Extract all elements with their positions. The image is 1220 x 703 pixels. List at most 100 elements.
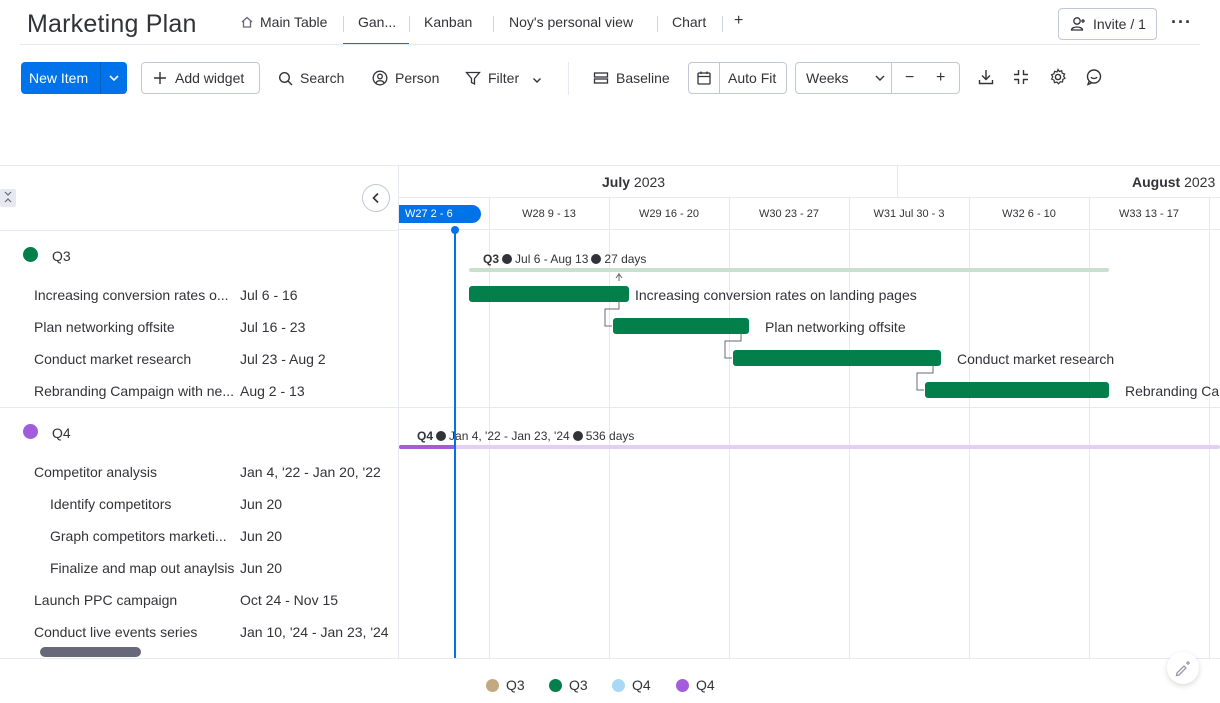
auto-fit-label: Auto Fit bbox=[728, 70, 777, 86]
group-color-dot[interactable] bbox=[23, 424, 38, 439]
gantt-item-list bbox=[0, 165, 398, 658]
week-gridline bbox=[1089, 198, 1090, 658]
filter-icon bbox=[465, 70, 488, 86]
tab-divider bbox=[657, 16, 658, 32]
auto-fit-button[interactable]: Auto Fit bbox=[688, 62, 787, 94]
week-gridline bbox=[729, 198, 730, 658]
zoom-controls: Weeks − + bbox=[795, 62, 960, 94]
week-label: W29 16 - 20 bbox=[639, 208, 699, 220]
chat-bubble-icon bbox=[1085, 69, 1110, 86]
zoom-in-button[interactable]: + bbox=[936, 69, 946, 86]
tab-label: + bbox=[734, 12, 744, 29]
week-gridline bbox=[969, 198, 970, 658]
search-button[interactable]: Search bbox=[278, 62, 344, 94]
gear-icon bbox=[1049, 68, 1074, 86]
tab-divider bbox=[722, 16, 723, 32]
collapse-all-button[interactable] bbox=[0, 189, 16, 207]
week-gridline bbox=[1209, 198, 1210, 658]
legend-item: Q3 bbox=[486, 677, 525, 693]
baseline-button[interactable]: Baseline bbox=[593, 62, 670, 94]
download-icon bbox=[977, 70, 1002, 86]
gantt-bar-label: Increasing conversion rates on landing p… bbox=[635, 287, 917, 303]
tab-personal-view[interactable]: Noy's personal view bbox=[509, 14, 633, 45]
month-divider bbox=[897, 165, 898, 198]
group-title-q4[interactable]: Q4 bbox=[52, 425, 71, 441]
new-item-button[interactable]: New Item bbox=[21, 62, 127, 94]
tab-chart[interactable]: Chart bbox=[672, 14, 706, 45]
footer-divider bbox=[0, 658, 1220, 659]
item-dates: Jul 23 - Aug 2 bbox=[240, 351, 326, 367]
baseline-label: Baseline bbox=[616, 70, 670, 86]
legend-color-dot bbox=[486, 679, 499, 692]
more-options-button[interactable]: ··· bbox=[1171, 12, 1192, 32]
add-person-icon bbox=[1069, 16, 1093, 32]
baseline-icon bbox=[593, 70, 616, 86]
collapse-panel-button[interactable] bbox=[362, 184, 390, 212]
chevron-down-icon bbox=[874, 63, 893, 100]
tab-label: Main Table bbox=[260, 14, 328, 30]
feedback-button[interactable] bbox=[1085, 62, 1110, 94]
group-color-dot[interactable] bbox=[23, 247, 38, 262]
month-header bbox=[399, 165, 1220, 198]
gantt-bar[interactable] bbox=[733, 350, 941, 366]
person-icon bbox=[372, 70, 395, 86]
legend-item: Q4 bbox=[676, 677, 715, 693]
header-divider bbox=[20, 44, 1200, 45]
new-item-label: New Item bbox=[29, 70, 89, 86]
group-span-q4 bbox=[399, 445, 1220, 449]
pane-divider[interactable] bbox=[398, 165, 399, 658]
ai-assistant-button[interactable] bbox=[1167, 652, 1199, 684]
header-divider bbox=[0, 230, 398, 231]
export-button[interactable] bbox=[977, 62, 1002, 94]
current-week-marker: W27 2 - 6 bbox=[399, 205, 481, 223]
home-icon bbox=[240, 15, 254, 32]
today-marker bbox=[451, 226, 459, 234]
zoom-out-button[interactable]: − bbox=[905, 69, 915, 86]
week-gridline bbox=[609, 198, 610, 658]
chevron-down-icon bbox=[531, 70, 550, 86]
chevron-down-icon[interactable] bbox=[107, 62, 121, 105]
gantt-bar[interactable] bbox=[925, 382, 1109, 398]
month-label-august: August 2023 bbox=[1132, 174, 1216, 190]
gantt-bar-label: Plan networking offsite bbox=[765, 319, 906, 335]
plus-icon bbox=[152, 70, 175, 86]
item-dates: Jun 20 bbox=[240, 496, 283, 512]
board-title[interactable]: Marketing Plan bbox=[27, 10, 197, 38]
tab-divider bbox=[409, 16, 410, 32]
tab-kanban[interactable]: Kanban bbox=[424, 14, 472, 45]
tab-label: Gan... bbox=[358, 14, 397, 30]
item-dates: Jun 20 bbox=[240, 528, 283, 544]
week-label: W30 23 - 27 bbox=[759, 208, 819, 220]
calendar-icon bbox=[689, 63, 720, 93]
horizontal-scrollbar[interactable] bbox=[40, 647, 141, 657]
filter-label: Filter bbox=[488, 70, 520, 86]
group-divider bbox=[0, 407, 1220, 408]
legend-color-dot bbox=[612, 679, 625, 692]
group-title-q3[interactable]: Q3 bbox=[52, 248, 71, 264]
tab-label: Kanban bbox=[424, 14, 473, 30]
item-dates: Jul 16 - 23 bbox=[240, 319, 306, 335]
filter-button[interactable]: Filter bbox=[465, 62, 550, 94]
person-filter-button[interactable]: Person bbox=[372, 62, 439, 94]
invite-button[interactable]: Invite / 1 bbox=[1058, 8, 1157, 40]
legend-color-dot bbox=[549, 679, 562, 692]
week-label: W32 6 - 10 bbox=[1002, 208, 1056, 220]
add-widget-button[interactable]: Add widget bbox=[141, 62, 260, 94]
settings-button[interactable] bbox=[1049, 62, 1074, 94]
legend-item: Q4 bbox=[612, 677, 651, 693]
add-view-button[interactable]: + bbox=[734, 12, 743, 43]
group-summary-q4: Q4 Jan 4, '22 - Jan 23, '24 536 days bbox=[417, 429, 635, 443]
zoom-select[interactable]: Weeks bbox=[806, 63, 892, 93]
gantt-bar-label: Conduct market research bbox=[957, 351, 1115, 367]
expand-collapse-icon bbox=[4, 191, 12, 203]
gantt-bar[interactable] bbox=[469, 286, 629, 302]
tab-main-table[interactable]: Main Table bbox=[240, 14, 327, 45]
week-label: W33 13 - 17 bbox=[1119, 208, 1179, 220]
zoom-select-value: Weeks bbox=[806, 70, 849, 86]
item-dates: Jul 6 - 16 bbox=[240, 287, 298, 303]
group-summary-q3: Q3 Jul 6 - Aug 13 27 days bbox=[483, 252, 647, 266]
gantt-bar[interactable] bbox=[613, 318, 749, 334]
add-widget-label: Add widget bbox=[175, 70, 245, 86]
item-dates: Oct 24 - Nov 15 bbox=[240, 592, 339, 608]
collapse-button[interactable] bbox=[1012, 62, 1037, 94]
